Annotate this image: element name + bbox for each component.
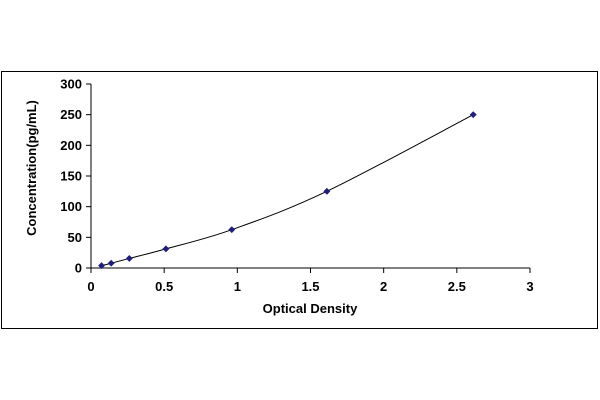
x-tick-label: 2.5	[448, 279, 466, 294]
x-tick-label: 1	[234, 279, 241, 294]
x-axis-title: Optical Density	[263, 301, 358, 316]
y-tick-label: 50	[68, 230, 82, 245]
data-point-marker	[97, 262, 106, 270]
data-point-marker	[162, 245, 170, 253]
y-tick-label: 100	[60, 199, 82, 214]
data-point-marker	[469, 111, 477, 119]
data-point-marker	[125, 254, 133, 262]
x-tick-label: 0	[87, 279, 94, 294]
fit-curve-group	[101, 114, 474, 267]
x-tick-label: 0.5	[155, 279, 173, 294]
x-tick-label: 1.5	[301, 279, 319, 294]
fit-curve	[101, 114, 474, 267]
x-tick-label: 2	[380, 279, 387, 294]
data-point-marker	[323, 187, 331, 195]
chart-area	[1, 71, 598, 329]
data-points	[97, 111, 477, 270]
y-tick-label: 150	[60, 169, 82, 184]
y-ticks: 0 50 100 150 200 250 300	[60, 77, 91, 276]
data-point-marker	[107, 259, 115, 267]
y-tick-label: 0	[75, 261, 82, 276]
y-axis-title: Concentration(pg/mL)	[24, 100, 39, 236]
data-point-marker	[228, 226, 236, 234]
y-tick-label: 300	[60, 77, 82, 92]
axes	[90, 84, 530, 269]
x-tick-label: 3	[526, 279, 533, 294]
y-tick-label: 250	[60, 107, 82, 122]
x-ticks: 0 0.5 1 1.5 2 2.5 3	[87, 268, 534, 294]
y-tick-label: 200	[60, 138, 82, 153]
